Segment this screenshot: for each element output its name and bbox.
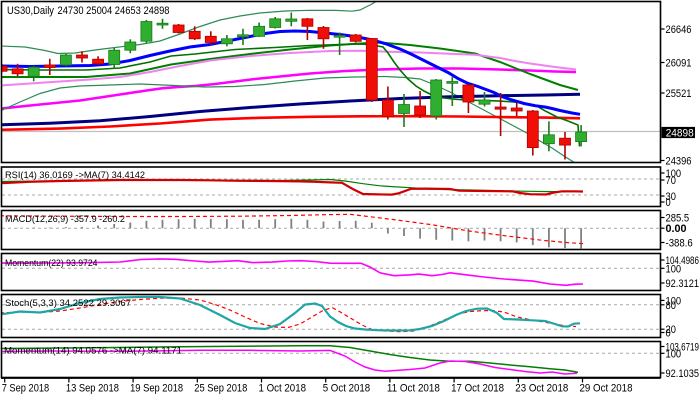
svg-text:23 Oct 2018: 23 Oct 2018 — [515, 383, 568, 395]
svg-text:0: 0 — [666, 197, 671, 209]
svg-text:80: 80 — [666, 300, 676, 312]
svg-text:103.6719: 103.6719 — [666, 342, 700, 354]
svg-text:29 Oct 2018: 29 Oct 2018 — [580, 383, 633, 395]
svg-text:Momentum(22) 93.9724: Momentum(22) 93.9724 — [5, 258, 98, 268]
svg-text:MACD(12,26,9) -357.9 -260.2: MACD(12,26,9) -357.9 -260.2 — [5, 214, 125, 224]
svg-text:0: 0 — [666, 328, 671, 340]
svg-text:30: 30 — [666, 191, 676, 203]
svg-text:0.00: 0.00 — [666, 223, 687, 235]
svg-text:100: 100 — [666, 348, 682, 360]
svg-text:11 Oct 2018: 11 Oct 2018 — [387, 383, 440, 395]
svg-text:7 Sep 2018: 7 Sep 2018 — [2, 383, 50, 395]
svg-text:Stoch(5,3,3) 34.2522 29.3067: Stoch(5,3,3) 34.2522 29.3067 — [5, 298, 131, 308]
svg-text:92.3121: 92.3121 — [666, 278, 700, 290]
svg-text:24898: 24898 — [666, 128, 694, 140]
svg-text:92.1035: 92.1035 — [666, 368, 700, 380]
svg-text:26091: 26091 — [666, 58, 692, 70]
svg-text:Momentum(14) 94.0576 ->MA(7): Momentum(14) 94.0576 ->MA(7) 94.1171 — [4, 346, 182, 356]
svg-text:19 Sep 2018: 19 Sep 2018 — [130, 383, 183, 395]
svg-text:285.5: 285.5 — [666, 213, 690, 225]
svg-text:70: 70 — [666, 175, 676, 187]
svg-text:13 Sep 2018: 13 Sep 2018 — [66, 383, 119, 395]
svg-text:100: 100 — [666, 263, 682, 275]
svg-text:25521: 25521 — [666, 88, 692, 100]
svg-text:US30,Daily: US30,Daily — [7, 5, 54, 17]
svg-text:-388.6: -388.6 — [666, 238, 693, 250]
svg-text:20: 20 — [666, 324, 676, 336]
svg-text:104.4986: 104.4986 — [666, 255, 700, 267]
svg-text:26646: 26646 — [666, 24, 692, 36]
svg-text:RSI(14) 36.0169 ->MA(7) 34.41: RSI(14) 36.0169 ->MA(7) 34.4142 — [5, 170, 145, 180]
svg-text:24730 25004 24653 24898: 24730 25004 24653 24898 — [58, 5, 170, 17]
svg-text:17 Oct 2018: 17 Oct 2018 — [451, 383, 504, 395]
svg-text:24396: 24396 — [666, 156, 692, 168]
svg-text:5 Oct 2018: 5 Oct 2018 — [323, 383, 371, 395]
svg-text:100: 100 — [666, 295, 682, 307]
svg-text:100: 100 — [666, 168, 682, 180]
svg-text:25 Sep 2018: 25 Sep 2018 — [194, 383, 247, 395]
svg-text:1 Oct 2018: 1 Oct 2018 — [259, 383, 307, 395]
